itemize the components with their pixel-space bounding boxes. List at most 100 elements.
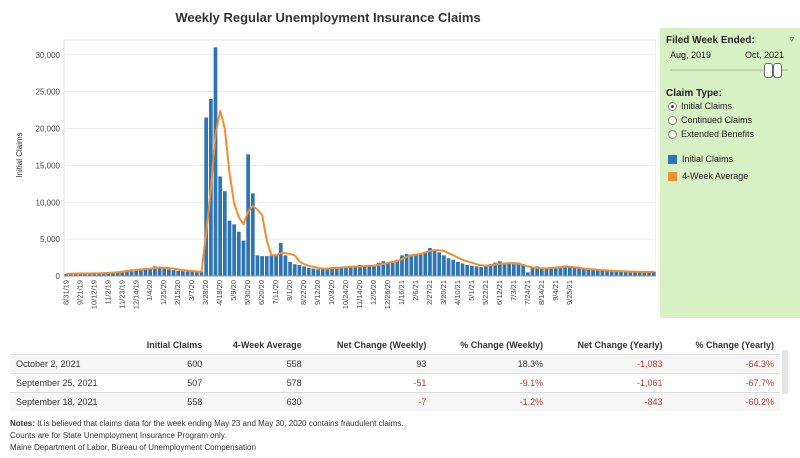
- bar[interactable]: [479, 267, 484, 276]
- bar[interactable]: [246, 154, 250, 276]
- bar[interactable]: [549, 267, 553, 276]
- bar[interactable]: [381, 261, 386, 276]
- bar[interactable]: [283, 255, 288, 276]
- bar[interactable]: [390, 261, 395, 276]
- bar[interactable]: [521, 264, 526, 276]
- bar[interactable]: [101, 272, 106, 276]
- bar[interactable]: [539, 267, 544, 276]
- date-range-slider[interactable]: [670, 69, 788, 71]
- bar[interactable]: [78, 273, 83, 276]
- bar[interactable]: [97, 273, 101, 276]
- bar[interactable]: [423, 251, 428, 276]
- bar[interactable]: [633, 272, 637, 276]
- bar[interactable]: [213, 47, 218, 276]
- bar[interactable]: [507, 263, 512, 276]
- radio-dot[interactable]: [668, 129, 677, 139]
- radio-dot[interactable]: [668, 115, 677, 125]
- bar[interactable]: [288, 261, 292, 276]
- bar[interactable]: [442, 255, 446, 276]
- bar[interactable]: [157, 267, 162, 276]
- radio-initial-claims[interactable]: Initial Claims: [668, 101, 732, 111]
- bar[interactable]: [199, 271, 204, 276]
- bar[interactable]: [581, 268, 586, 276]
- bar[interactable]: [162, 267, 167, 276]
- legend-4-week-average[interactable]: 4-Week Average: [668, 171, 748, 181]
- bar[interactable]: [358, 264, 362, 276]
- bar[interactable]: [292, 264, 297, 276]
- bar[interactable]: [470, 265, 474, 276]
- bar[interactable]: [167, 269, 171, 276]
- bar[interactable]: [92, 273, 97, 276]
- bar[interactable]: [595, 270, 600, 276]
- bar[interactable]: [605, 270, 609, 276]
- bar[interactable]: [628, 271, 633, 276]
- bar[interactable]: [264, 256, 269, 276]
- bar[interactable]: [609, 271, 614, 276]
- bar[interactable]: [176, 270, 181, 276]
- bar[interactable]: [115, 271, 120, 276]
- bar[interactable]: [614, 271, 619, 276]
- bar[interactable]: [460, 263, 465, 276]
- table-row[interactable]: September 18, 2021 558 630 -7 -1.2% -843…: [10, 392, 780, 411]
- bar[interactable]: [181, 271, 185, 276]
- bar[interactable]: [297, 264, 302, 276]
- bar[interactable]: [409, 255, 414, 276]
- radio-continued-claims[interactable]: Continued Claims: [668, 115, 752, 125]
- bar[interactable]: [348, 266, 353, 276]
- bar[interactable]: [218, 176, 223, 276]
- bar[interactable]: [367, 265, 372, 276]
- bar[interactable]: [222, 191, 227, 276]
- bar[interactable]: [274, 255, 278, 276]
- bar[interactable]: [148, 268, 153, 276]
- bar[interactable]: [204, 117, 209, 276]
- bar[interactable]: [153, 266, 157, 276]
- bar[interactable]: [250, 193, 255, 276]
- bar[interactable]: [558, 267, 563, 276]
- bar[interactable]: [255, 255, 260, 276]
- bar[interactable]: [586, 269, 591, 276]
- bar[interactable]: [474, 266, 479, 276]
- bar[interactable]: [306, 267, 311, 276]
- table-row[interactable]: October 2, 2021 600 558 93 18.3% -1,083 …: [10, 354, 780, 374]
- filter-icon[interactable]: ▿: [789, 34, 794, 44]
- bar[interactable]: [236, 231, 241, 276]
- four-week-average-line[interactable]: [66, 109, 654, 275]
- bar[interactable]: [591, 270, 595, 276]
- bar[interactable]: [362, 266, 367, 276]
- bar[interactable]: [414, 254, 418, 276]
- bar[interactable]: [311, 268, 316, 276]
- bar[interactable]: [260, 256, 264, 276]
- bar[interactable]: [232, 224, 237, 276]
- bar[interactable]: [194, 271, 199, 276]
- bar[interactable]: [171, 270, 176, 276]
- slider-handle-start[interactable]: [764, 63, 773, 78]
- radio-extended-benefits[interactable]: Extended Benefits: [668, 129, 754, 139]
- bar[interactable]: [372, 264, 376, 276]
- bar[interactable]: [647, 272, 651, 276]
- bar[interactable]: [120, 270, 125, 276]
- bar[interactable]: [316, 269, 320, 276]
- bar[interactable]: [535, 266, 539, 276]
- bar[interactable]: [353, 265, 358, 276]
- bar[interactable]: [404, 253, 409, 276]
- bar[interactable]: [325, 267, 330, 276]
- bar[interactable]: [563, 265, 567, 276]
- bar[interactable]: [567, 266, 572, 276]
- bar[interactable]: [129, 269, 134, 276]
- bar[interactable]: [651, 271, 656, 276]
- bar[interactable]: [619, 271, 623, 276]
- bar[interactable]: [572, 267, 577, 276]
- bar[interactable]: [511, 264, 516, 276]
- table-row[interactable]: September 25, 2021 507 578 -51 -9.1% -1,…: [10, 373, 780, 393]
- bar[interactable]: [125, 270, 129, 276]
- bar[interactable]: [623, 271, 628, 276]
- bar[interactable]: [418, 253, 423, 276]
- bar[interactable]: [456, 261, 460, 276]
- bar[interactable]: [577, 267, 581, 276]
- bar[interactable]: [395, 259, 400, 276]
- bar[interactable]: [488, 264, 493, 276]
- bar[interactable]: [544, 268, 549, 276]
- bar[interactable]: [227, 220, 232, 276]
- bar[interactable]: [432, 249, 437, 276]
- radio-dot[interactable]: [668, 101, 677, 111]
